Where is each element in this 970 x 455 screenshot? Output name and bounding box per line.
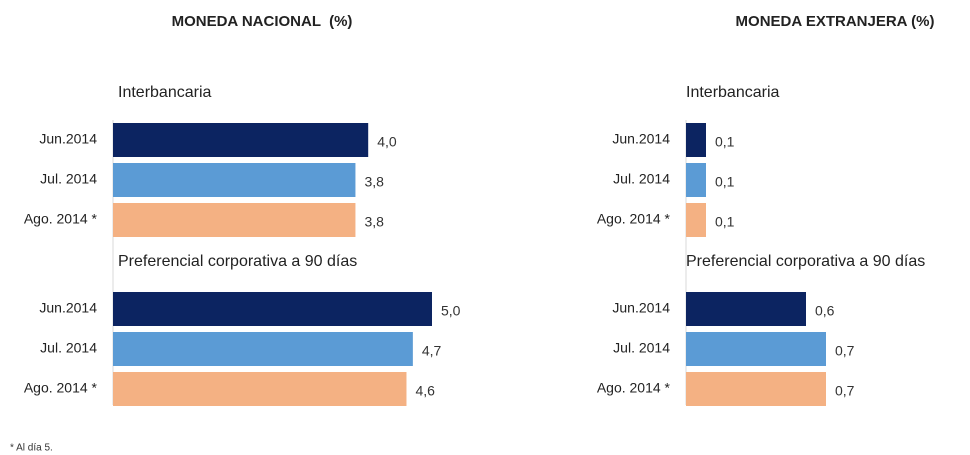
category-label: Jul. 2014 — [613, 171, 670, 187]
category-label: Ago. 2014 * — [24, 211, 98, 227]
category-label: Jul. 2014 — [613, 340, 670, 356]
bar — [686, 123, 706, 157]
category-label: Ago. 2014 * — [597, 380, 671, 396]
category-label: Jul. 2014 — [40, 340, 97, 356]
bar — [686, 332, 826, 366]
group-label: Preferencial corporativa a 90 días — [118, 253, 357, 270]
bar — [686, 372, 826, 406]
value-label: 3,8 — [364, 174, 384, 190]
value-label: 4,0 — [377, 134, 397, 150]
bar — [686, 163, 706, 197]
group-label: Interbancaria — [686, 84, 779, 101]
value-label: 5,0 — [441, 303, 461, 319]
category-label: Jun.2014 — [39, 300, 97, 316]
value-label: 0,7 — [835, 383, 855, 399]
group-label: Preferencial corporativa a 90 días — [686, 253, 925, 270]
value-label: 0,1 — [715, 174, 735, 190]
bar — [113, 123, 369, 157]
footnote: * Al día 5. — [10, 443, 53, 454]
value-label: 4,7 — [422, 343, 442, 359]
chart-title: MONEDA EXTRANJERA (%) — [736, 13, 935, 30]
value-label: 0,1 — [715, 134, 735, 150]
group-label: Interbancaria — [118, 84, 211, 101]
category-label: Ago. 2014 * — [597, 211, 671, 227]
bar — [686, 292, 806, 326]
value-label: 4,6 — [415, 383, 435, 399]
value-label: 0,1 — [715, 214, 735, 230]
bar — [113, 292, 432, 326]
value-label: 3,8 — [364, 214, 384, 230]
category-label: Jun.2014 — [612, 131, 670, 147]
value-label: 0,6 — [815, 303, 835, 319]
value-label: 0,7 — [835, 343, 855, 359]
category-label: Jun.2014 — [39, 131, 97, 147]
bar — [113, 332, 413, 366]
bar — [686, 203, 706, 237]
category-label: Jun.2014 — [612, 300, 670, 316]
bar — [113, 372, 407, 406]
bar — [113, 203, 356, 237]
category-label: Jul. 2014 — [40, 171, 97, 187]
bar — [113, 163, 356, 197]
category-label: Ago. 2014 * — [24, 380, 98, 396]
chart-title: MONEDA NACIONAL (%) — [172, 13, 353, 30]
